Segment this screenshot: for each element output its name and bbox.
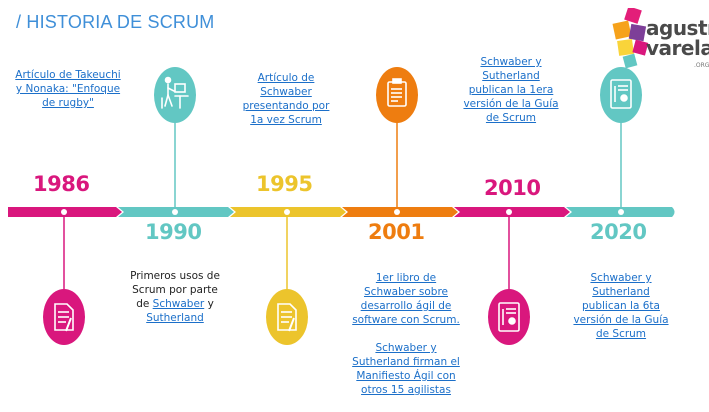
event-link-1995-line2[interactable]: Schwaber — [260, 86, 312, 98]
event-icon-2020 — [600, 67, 642, 123]
event-link-2020-line5[interactable]: de Scrum — [595, 328, 647, 340]
guide-book-icon — [610, 79, 632, 109]
event-note-1995[interactable]: Artículo de Schwaber presentando por 1a … — [240, 71, 332, 127]
guide-book-icon — [498, 302, 520, 332]
year-2001: 2001 — [368, 220, 425, 244]
event-link-2010-line5[interactable]: de Scrum — [485, 112, 537, 124]
event-link-1986-line3[interactable]: de rugby" — [42, 97, 94, 109]
event-link-1995-line3[interactable]: presentando por — [242, 100, 330, 112]
year-2010: 2010 — [484, 176, 541, 200]
event-link-1995-line4[interactable]: 1a vez Scrum — [250, 114, 322, 126]
event-link-2020-line3[interactable]: publican la 6ta — [582, 300, 660, 312]
timeline-dots — [61, 209, 624, 215]
document-icon — [277, 303, 297, 332]
event-note-2020[interactable]: Schwaber y Sutherland publican la 6ta ve… — [565, 271, 677, 341]
event-text-1990-line1: Primeros usos de — [130, 270, 220, 282]
event-note-2010[interactable]: Schwaber y Sutherland publican la 1era v… — [455, 55, 567, 125]
timeline-dot-1995 — [284, 209, 290, 215]
event-link-2010-line1[interactable]: Schwaber y — [480, 56, 542, 68]
event-link-1995-line1[interactable]: Artículo de — [257, 72, 315, 84]
timeline-dot-1986 — [61, 209, 67, 215]
event-icon-1995 — [266, 289, 308, 345]
event-link-2010-line2[interactable]: Sutherland — [482, 70, 540, 82]
logo-suffix: .ORG — [694, 62, 709, 69]
event-link-2001-b-line1[interactable]: Schwaber y — [375, 342, 437, 354]
event-link-2001-b-line3[interactable]: Manifiesto Ágil con — [356, 370, 456, 382]
event-icon-1986 — [43, 289, 85, 345]
page-title: / HISTORIA DE SCRUM — [16, 12, 215, 32]
agustin-varela-logo: agustín varela .ORG — [612, 8, 709, 74]
event-text-1990-y: y — [204, 298, 214, 310]
event-link-2001-line2[interactable]: Schwaber sobre — [364, 286, 448, 298]
event-link-2001-b-line4[interactable]: otros 15 agilistas — [361, 384, 451, 396]
event-link-2001-line4[interactable]: software con Scrum. — [352, 314, 460, 326]
timeline-dot-2020 — [618, 209, 624, 215]
event-link-2010-line3[interactable]: publican la 1era — [468, 84, 554, 96]
year-1995: 1995 — [256, 172, 313, 196]
year-2020: 2020 — [590, 220, 647, 244]
event-note-2001[interactable]: 1er libro de Schwaber sobre desarrollo á… — [347, 271, 465, 397]
event-link-1986-line2[interactable]: y Nonaka: "Enfoque — [15, 83, 121, 95]
timeline-bar — [8, 207, 675, 217]
event-link-1986-line1[interactable]: Artículo de Takeuchi — [15, 69, 121, 81]
timeline-dot-2010 — [506, 209, 512, 215]
schwaber-link[interactable]: Schwaber — [152, 298, 205, 310]
document-icon — [54, 303, 74, 332]
year-1990: 1990 — [145, 220, 202, 244]
event-icon-2010 — [488, 289, 530, 345]
event-link-2001-b-line2[interactable]: Sutherland firman el — [352, 356, 460, 368]
event-link-2001-line3[interactable]: desarrollo ágil de — [360, 300, 452, 312]
event-note-1986[interactable]: Artículo de Takeuchi y Nonaka: "Enfoque … — [12, 68, 124, 110]
event-text-1990-line2: Scrum por parte — [132, 284, 218, 296]
year-1986: 1986 — [33, 172, 90, 196]
people-working-icon — [161, 76, 189, 109]
event-link-2010-line4[interactable]: versión de la Guía — [463, 98, 559, 110]
event-icon-2001 — [376, 67, 418, 123]
timeline-dot-2001 — [394, 209, 400, 215]
clipboard-icon — [387, 78, 407, 107]
sutherland-link[interactable]: Sutherland — [146, 312, 204, 324]
event-link-2020-line1[interactable]: Schwaber y — [590, 272, 652, 284]
logo-text-line1: agustín — [646, 16, 709, 40]
logo-text-line2: varela — [646, 36, 709, 60]
event-text-1990-de: de — [136, 298, 153, 310]
event-link-2020-line2[interactable]: Sutherland — [592, 286, 650, 298]
event-link-2020-line4[interactable]: versión de la Guía — [573, 314, 669, 326]
logo-squares-icon — [612, 8, 649, 69]
event-note-1990: Primeros usos de Scrum por parte de Schw… — [120, 269, 230, 325]
event-icon-1990 — [154, 67, 196, 123]
timeline-dot-1990 — [172, 209, 178, 215]
event-link-2001-line1[interactable]: 1er libro de — [375, 272, 437, 284]
